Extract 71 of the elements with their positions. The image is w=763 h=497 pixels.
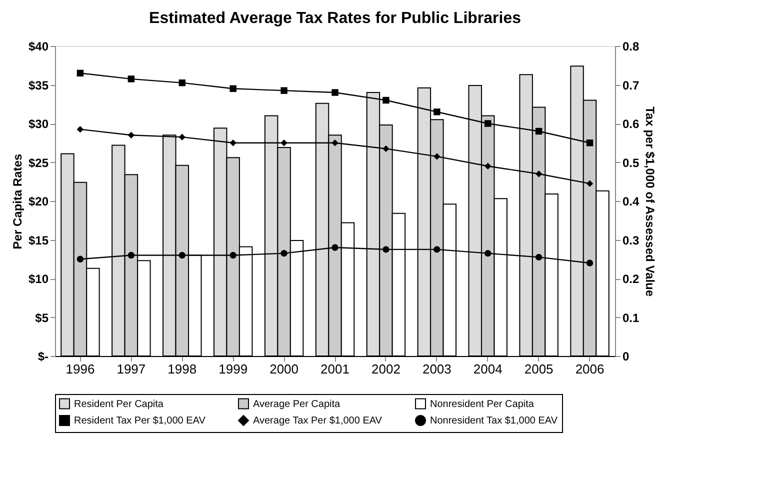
legend-label: Resident Tax Per $1,000 EAV [74,416,206,426]
point [434,108,440,116]
y-tick-label: $5 [35,310,49,325]
legend-label: Nonresident Tax $1,000 EAV [430,416,558,426]
point [382,246,390,253]
y2-tick-label: 0.4 [622,194,640,208]
point [280,87,288,94]
point [332,89,338,96]
point [586,180,594,187]
point [382,96,390,104]
x-tick-label: 1996 [66,362,95,376]
y2-tick-label: 0.2 [622,272,640,286]
y-tick-label: $35 [28,78,49,92]
y2-axis-title: Tax per $1,000 of Assessed Value [643,106,658,297]
x-tick-label: 2005 [524,362,554,376]
point [128,132,135,138]
x-tick-label: 2001 [320,362,350,376]
point [280,140,288,146]
x-tick-label: 2002 [371,362,400,376]
x-tick-label: 2006 [575,362,604,376]
point [535,170,542,178]
point [76,70,84,76]
point [484,250,492,257]
y2-tick-label: 0.8 [622,40,640,54]
legend-label: Average Tax Per $1,000 EAV [253,416,382,426]
point [128,252,135,259]
y-tick-label: $30 [28,117,49,131]
point [178,79,186,86]
y-tick-label: $40 [28,40,49,54]
y2-tick-label: 0.1 [622,310,640,325]
y2-tick-label: 0 [622,350,630,364]
point [128,76,135,82]
point [586,140,594,146]
legend-label: Resident Per Capita [74,398,164,410]
legend-label: Nonresident Per Capita [430,398,534,410]
y2-tick-label: 0.7 [622,78,640,92]
y2-tick-label: 0.5 [622,156,640,170]
point [178,252,186,259]
point [434,153,440,160]
point [535,254,542,261]
y-axis-title: Per Capita Rates [10,153,24,250]
y-tick-label: $20 [28,194,49,208]
y2-tick-label: 0.3 [622,233,640,248]
point [382,145,390,152]
x-tick-label: 2003 [422,362,452,376]
point [230,140,236,146]
legend-label: Average Per Capita [253,398,341,410]
point [230,85,236,92]
point [178,134,186,140]
y-tick-label: $15 [28,233,49,248]
point [76,126,84,133]
y-tick-label: $- [38,350,48,364]
x-tick-label: 1999 [218,362,248,376]
point [434,246,440,253]
chart-title: Estimated Average Tax Rates for Public Libraries [149,10,522,27]
y2-tick-label: 0.6 [622,117,640,131]
x-tick-label: 2000 [270,362,299,376]
x-tick-label: 1998 [168,362,197,376]
x-tick-label: 2004 [473,362,502,376]
point [332,244,338,251]
point [332,140,338,146]
point [535,128,542,135]
y-tick-label: $10 [28,272,49,286]
point [280,250,288,257]
point [484,120,492,127]
y-tick-label: $25 [28,156,49,170]
point [230,252,236,259]
point [484,162,492,170]
point [586,260,594,266]
x-tick-label: 1997 [116,362,146,376]
point [76,256,84,262]
